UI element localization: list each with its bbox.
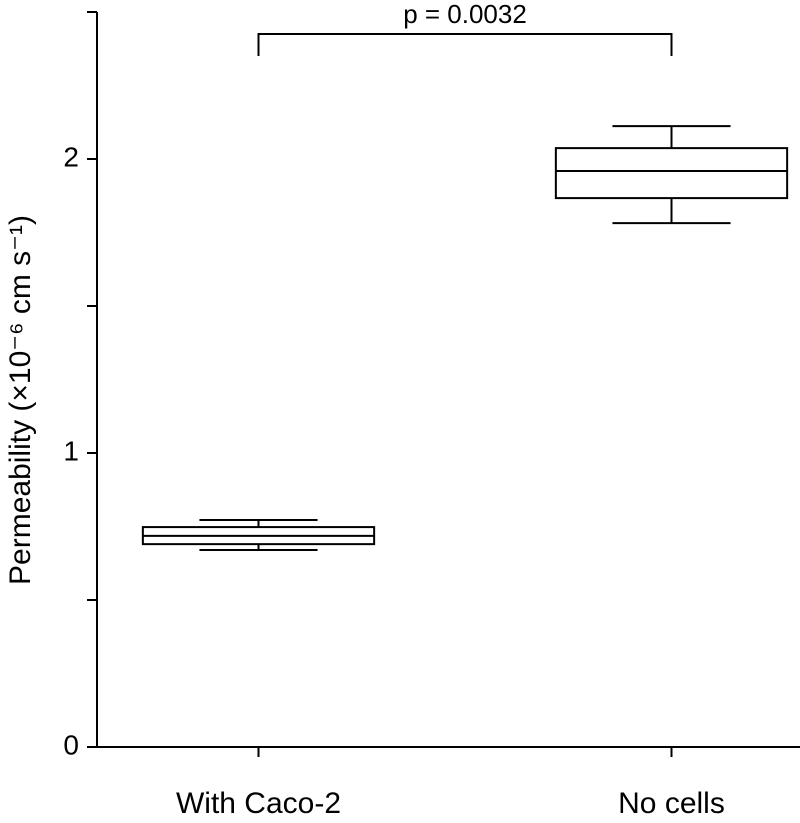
significance-bracket [257, 33, 673, 56]
y-tick-label: 0 [63, 729, 79, 760]
x-tick-label: No cells [618, 787, 725, 820]
box [554, 147, 789, 200]
x-tick-label: With Caco-2 [176, 787, 341, 820]
y-axis-label: Permeability (×10⁻⁶ cm s⁻¹) [4, 215, 37, 585]
y-tick-label: 1 [63, 435, 79, 466]
y-tick-label: 2 [63, 141, 79, 172]
annotation: p = 0.0032 [403, 0, 527, 29]
